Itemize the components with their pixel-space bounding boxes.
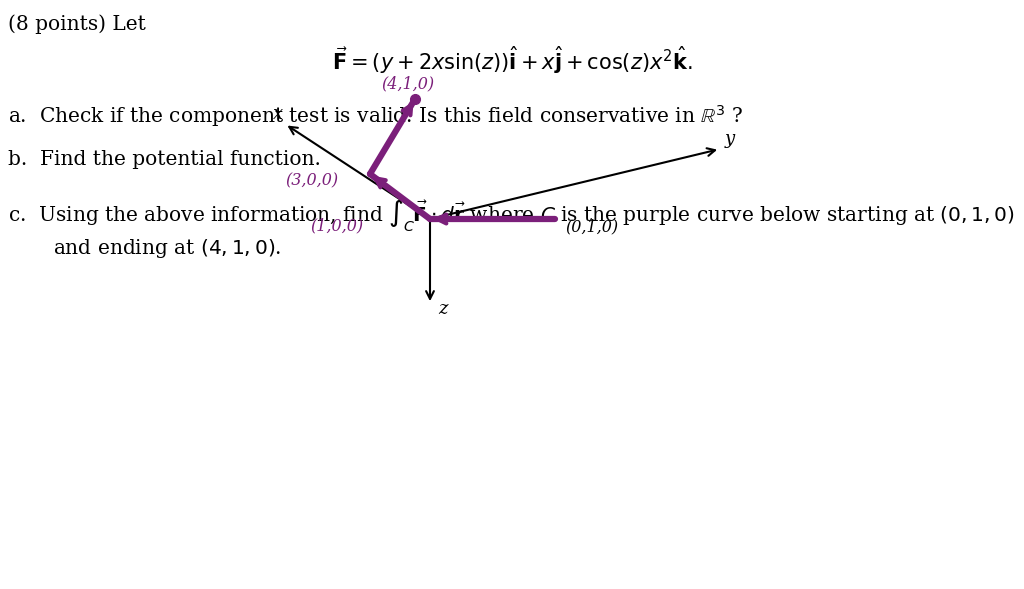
Text: (1,0,0): (1,0,0) [310,217,362,234]
Text: (8 points) Let: (8 points) Let [8,15,146,34]
Text: y: y [725,130,735,148]
Text: and ending at $(4, 1, 0)$.: and ending at $(4, 1, 0)$. [53,237,282,260]
Text: (3,0,0): (3,0,0) [285,173,338,190]
Text: z: z [438,300,447,318]
Text: (4,1,0): (4,1,0) [381,75,434,92]
Text: a.  Check if the component test is valid. Is this field conservative in $\mathbb: a. Check if the component test is valid.… [8,103,743,129]
Text: $\vec{\mathbf{F}} = (y + 2x\sin(z))\hat{\mathbf{i}} + x\hat{\mathbf{j}} + \cos(z: $\vec{\mathbf{F}} = (y + 2x\sin(z))\hat{… [332,44,692,76]
Text: c.  Using the above information, find $\int_C \vec{\mathbf{F}} \cdot d\vec{\math: c. Using the above information, find $\i… [8,197,1015,234]
Text: b.  Find the potential function.: b. Find the potential function. [8,150,322,169]
Text: (0,1,0): (0,1,0) [565,219,618,236]
Text: x: x [273,105,283,123]
